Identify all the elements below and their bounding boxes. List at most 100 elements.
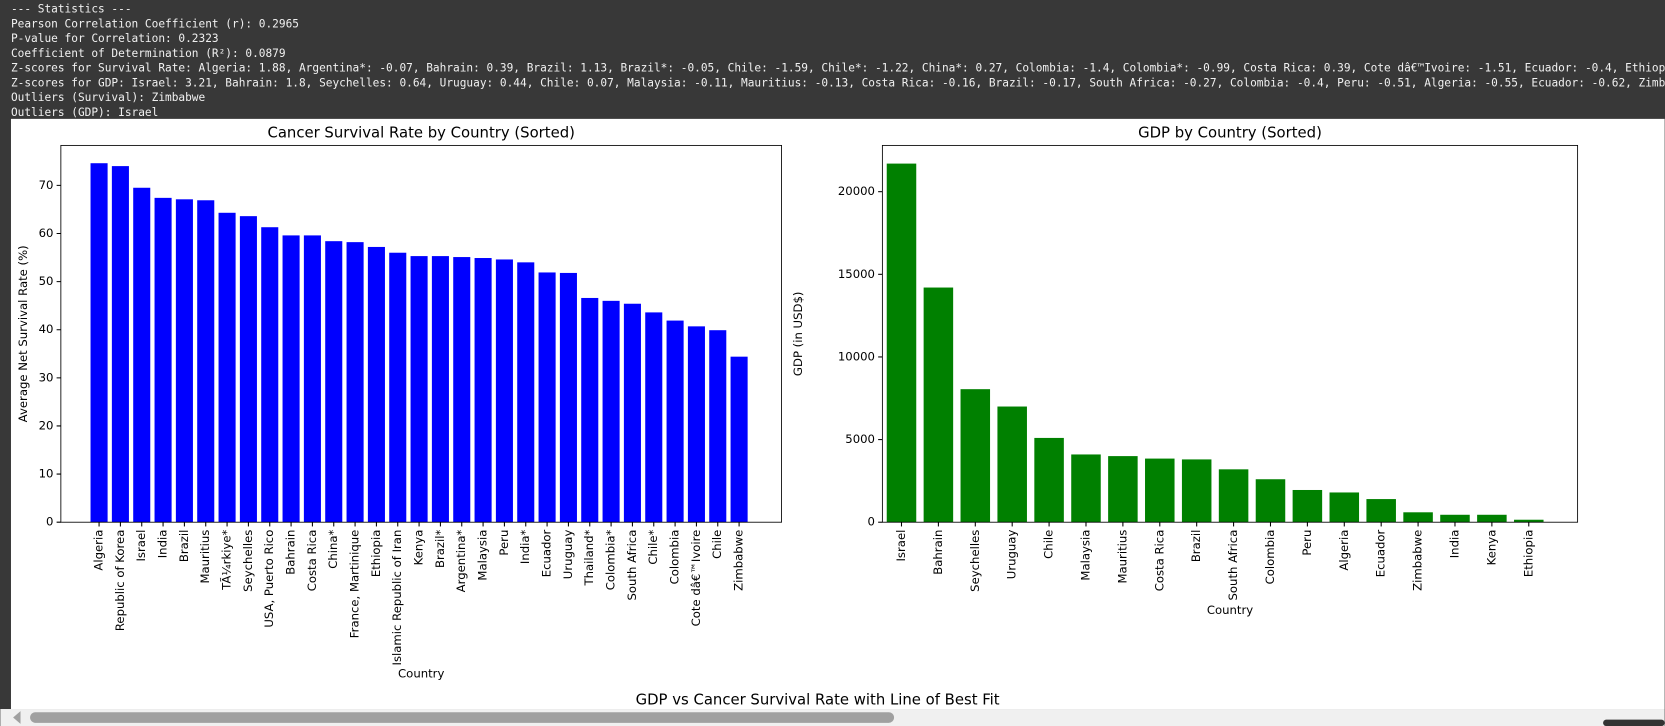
bar bbox=[1440, 514, 1470, 523]
x-tick-label: Chile bbox=[1042, 530, 1056, 559]
bar bbox=[325, 241, 343, 523]
bar bbox=[346, 242, 364, 523]
x-tick-label: Ecuador bbox=[540, 529, 554, 577]
chart-title: GDP by Country (Sorted) bbox=[1138, 124, 1322, 142]
console-line: Outliers (Survival): Zimbabwe bbox=[11, 91, 206, 104]
y-tick-label: 50 bbox=[39, 274, 54, 288]
bar bbox=[1329, 492, 1360, 523]
bar bbox=[666, 320, 684, 523]
bar bbox=[197, 200, 215, 523]
bar bbox=[431, 256, 449, 523]
bar bbox=[367, 246, 385, 523]
x-tick-label: South Africa bbox=[625, 530, 639, 601]
scroll-left-arrow[interactable] bbox=[13, 711, 21, 724]
y-tick-label: 30 bbox=[39, 370, 54, 384]
x-axis-label: Country bbox=[1207, 603, 1253, 617]
x-tick-label: Brazil bbox=[1189, 530, 1203, 563]
bar bbox=[90, 163, 108, 523]
x-tick-label: Mauritius bbox=[1115, 530, 1129, 584]
bar bbox=[687, 326, 705, 523]
x-tick-label: France, Martinique bbox=[348, 530, 362, 639]
x-tick-label: Malaysia bbox=[476, 530, 490, 581]
bar bbox=[1366, 499, 1396, 523]
x-tick-label: Uruguay bbox=[1005, 530, 1019, 580]
x-tick-label: Uruguay bbox=[561, 530, 575, 580]
x-tick-label: Peru bbox=[497, 530, 511, 556]
bar bbox=[960, 389, 991, 523]
y-tick-label: 60 bbox=[39, 226, 54, 240]
y-tick-label: 5000 bbox=[845, 432, 875, 446]
bar bbox=[1218, 469, 1249, 523]
x-tick-label: South Africa bbox=[1226, 530, 1240, 601]
x-tick-label: Zimbabwe bbox=[732, 530, 746, 591]
x-tick-label: Bahrain bbox=[284, 530, 298, 575]
x-tick-label: Brazil* bbox=[433, 529, 447, 568]
x-tick-label: Israel bbox=[894, 530, 908, 562]
x-tick-label: Peru bbox=[1300, 530, 1314, 556]
console-line: Coefficient of Determination (R²): 0.087… bbox=[11, 47, 286, 60]
bar bbox=[886, 163, 917, 523]
bar bbox=[154, 197, 172, 523]
console-line: Z-scores for GDP: Israel: 3.21, Bahrain:… bbox=[11, 76, 1665, 89]
x-tick-label: Islamic Republic of Iran bbox=[390, 530, 404, 666]
next-chart-title: GDP vs Cancer Survival Rate with Line of… bbox=[636, 691, 1000, 709]
bar bbox=[623, 303, 641, 523]
bar bbox=[645, 312, 663, 523]
bar bbox=[923, 287, 954, 523]
bar bbox=[175, 199, 193, 523]
x-tick-label: Costa Rica bbox=[305, 530, 319, 592]
y-tick-label: 15000 bbox=[838, 267, 875, 281]
bar bbox=[1108, 456, 1138, 523]
x-tick-label: Argentina* bbox=[454, 529, 468, 592]
x-tick-label: Algeria bbox=[1337, 530, 1351, 571]
bar bbox=[389, 252, 407, 523]
axes-frame bbox=[881, 144, 1579, 523]
x-tick-label: Israel bbox=[134, 530, 148, 562]
x-tick-label: Zimbabwe bbox=[1411, 530, 1425, 591]
bar bbox=[303, 235, 321, 523]
y-tick-label: 70 bbox=[39, 178, 54, 192]
x-tick-label: India bbox=[1447, 530, 1461, 559]
bar bbox=[1181, 459, 1212, 523]
x-tick-label: Seychelles bbox=[968, 530, 982, 592]
y-tick-label: 20 bbox=[39, 418, 54, 432]
bar bbox=[239, 216, 257, 523]
x-tick-label: Ecuador bbox=[1374, 529, 1388, 577]
scrollbar-thumb[interactable] bbox=[30, 712, 895, 723]
x-tick-label: USA, Puerto Rico bbox=[262, 530, 276, 628]
bar bbox=[495, 259, 513, 523]
x-tick-label: Costa Rica bbox=[1152, 530, 1166, 592]
bar bbox=[581, 297, 599, 523]
x-tick-label: Mauritius bbox=[198, 530, 212, 584]
axes-frame bbox=[60, 144, 782, 523]
console-line: --- Statistics --- bbox=[11, 3, 132, 16]
bar bbox=[559, 272, 577, 523]
bar bbox=[1071, 454, 1101, 523]
x-tick-label: Malaysia bbox=[1078, 530, 1092, 581]
console-line: Pearson Correlation Coefficient (r): 0.2… bbox=[11, 17, 299, 30]
x-tick-label: Colombia bbox=[1263, 530, 1277, 585]
bar bbox=[474, 258, 492, 523]
bar bbox=[111, 166, 129, 523]
bar bbox=[1255, 479, 1286, 523]
bar bbox=[261, 227, 279, 523]
bar bbox=[997, 406, 1027, 523]
x-tick-label: Chile bbox=[710, 530, 724, 559]
x-tick-label: Seychelles bbox=[241, 530, 255, 592]
chart-title: Cancer Survival Rate by Country (Sorted) bbox=[267, 124, 574, 142]
x-tick-label: Ethiopia bbox=[369, 530, 383, 577]
x-tick-label: Algeria bbox=[92, 530, 106, 571]
content: --- Statistics ---Pearson Correlation Co… bbox=[11, 3, 1665, 709]
y-axis-label: Average Net Survival Rate (%) bbox=[16, 245, 30, 422]
y-tick-label: 20000 bbox=[838, 184, 875, 198]
y-tick-label: 40 bbox=[39, 322, 54, 336]
x-tick-label: Brazil bbox=[177, 530, 191, 563]
bar bbox=[517, 262, 535, 523]
x-tick-label: India* bbox=[518, 529, 532, 564]
bar bbox=[453, 257, 471, 523]
y-tick-label: 0 bbox=[868, 515, 875, 529]
bar bbox=[538, 272, 556, 523]
x-tick-label: Cote dâ€™Ivoire bbox=[689, 530, 703, 627]
